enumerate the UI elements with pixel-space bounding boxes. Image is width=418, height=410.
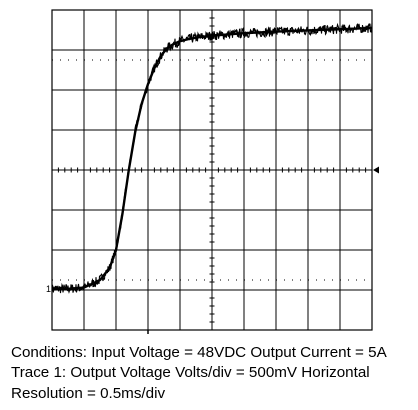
trace-layer xyxy=(51,22,373,294)
caption-resolution: Resolution = 0.5ms/div xyxy=(11,384,166,402)
center-axis-ticks xyxy=(51,9,373,334)
trace-1-marker: 1 xyxy=(46,284,51,294)
output-voltage-trace-core xyxy=(52,26,373,290)
caption-conditions: Conditions: Input Voltage = 48VDC Output… xyxy=(11,344,387,361)
figure-caption: Conditions: Input Voltage = 48VDC Output… xyxy=(11,343,411,404)
caption-trace-settings: Trace 1: Output Voltage Volts/div = 500m… xyxy=(11,364,370,382)
oscilloscope-plot: 1 xyxy=(46,9,379,334)
trigger-level-arrow xyxy=(373,166,379,174)
